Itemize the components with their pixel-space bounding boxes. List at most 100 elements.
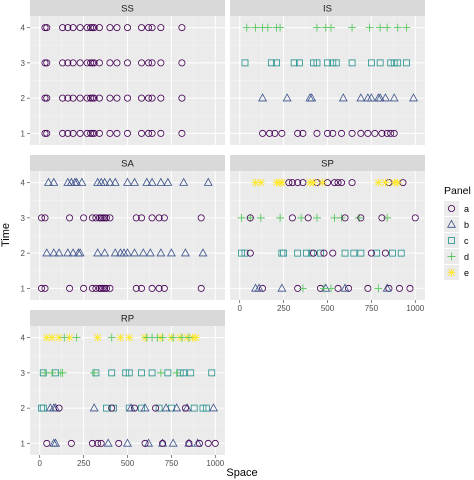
data-point-a [59,129,67,137]
data-point-a [138,59,146,67]
data-point-b [163,177,173,186]
data-point-a [141,439,149,447]
data-point-d [172,368,181,377]
y-tick-label: 3 [21,214,26,223]
data-point-a [106,284,114,292]
data-point-c [317,249,324,257]
x-tick-label: 250 [277,304,291,313]
data-point-d [177,333,186,342]
facet-panel-sp: SP 0 250 500 750 1000 [230,155,425,313]
x-tick-label: 500 [121,459,135,468]
data-point-c [138,369,145,377]
data-point-a [338,179,346,187]
data-point-e [393,178,402,187]
data-point-a [88,214,96,222]
data-point-a [138,214,146,222]
data-point-a [148,59,156,67]
data-point-a [38,214,46,222]
data-point-a [197,214,205,222]
data-point-a [364,284,372,292]
data-point-a [76,59,84,67]
x-tick-label: 0 [238,304,243,313]
data-point-b [282,93,292,102]
data-point-a [246,214,254,222]
data-point-a [76,24,84,32]
data-point-a [90,129,98,137]
data-point-e [277,178,286,187]
legend-key-a [447,204,455,212]
data-point-b [105,177,115,186]
data-point-d [107,333,116,342]
data-point-e [42,333,51,342]
data-point-b [63,248,73,257]
data-point-a [69,129,77,137]
data-point-a [138,94,146,102]
data-point-d [297,213,306,222]
data-point-a [371,129,379,137]
data-point-a [329,129,337,137]
data-point-a [106,59,114,67]
data-point-d [184,333,193,342]
data-point-c [294,249,302,257]
data-point-b [166,248,176,257]
data-point-a [266,129,274,137]
data-point-c [203,404,210,412]
x-tick-label: 750 [365,304,379,313]
data-point-c [241,249,249,257]
data-point-b [180,248,190,257]
data-point-a [115,439,123,447]
data-point-a [132,284,140,292]
data-point-a [145,129,153,137]
data-point-a [124,129,132,137]
data-point-a [87,24,95,32]
data-point-c [180,369,188,377]
data-point-b [168,438,178,447]
data-point-a [320,249,328,257]
data-point-a [138,129,146,137]
data-point-a [95,94,103,102]
y-tick-label: 1 [21,439,26,448]
data-point-a [97,214,105,222]
data-point-b [179,177,189,186]
y-tick-label: 1 [21,129,26,138]
data-point-a [313,129,321,137]
data-point-a [99,214,107,222]
data-point-a [157,94,165,102]
data-point-a [113,24,121,32]
data-point-d [374,284,383,293]
data-point-a [88,284,96,292]
y-tick-label: 2 [21,94,26,103]
data-point-a [83,94,91,102]
data-point-a [64,94,72,102]
data-point-b [130,248,139,257]
data-point-a [88,24,96,32]
data-point-a [90,24,98,32]
data-point-d [41,368,50,377]
data-point-a [95,129,103,137]
data-point-e [256,178,265,187]
data-point-a [131,404,139,412]
facet-strip-label: RP [121,314,134,325]
data-point-c [373,249,381,257]
data-point-c [290,59,298,67]
data-point-b [49,177,59,186]
data-point-a [160,214,168,222]
data-point-a [41,129,49,137]
data-point-d [393,23,402,32]
data-point-a [338,129,346,137]
data-point-b [198,248,208,257]
data-point-a [124,59,132,67]
data-point-b [123,248,132,257]
data-point-d [402,23,411,32]
data-point-a [178,24,186,32]
data-point-b [126,403,136,412]
data-point-c [238,249,245,257]
data-point-a [259,129,267,137]
data-point-a [90,59,98,67]
data-point-a [92,214,100,222]
data-point-a [160,284,168,292]
x-tick-label: 0 [38,459,43,468]
data-point-b [409,93,418,102]
facet-strip [230,0,425,16]
data-point-c [394,59,402,67]
